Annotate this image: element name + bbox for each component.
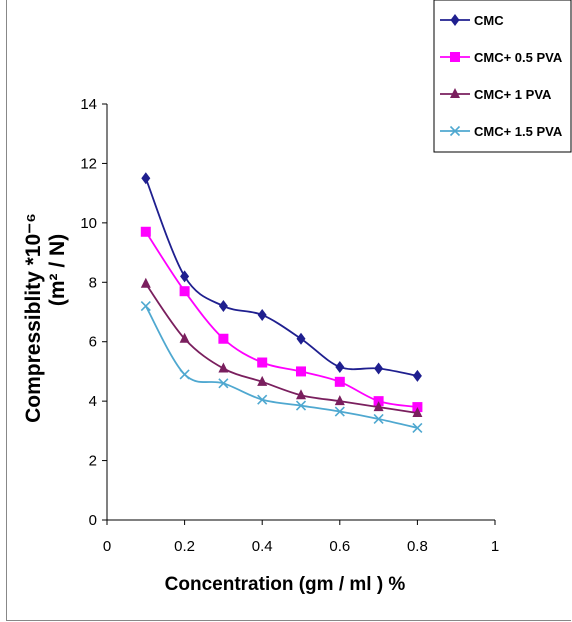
y-tick-label: 0: [89, 512, 97, 529]
legend-label: CMC+ 1.5 PVA: [474, 124, 563, 139]
legend-item: CMC+ 0.5 PVA: [440, 50, 563, 65]
legend-item: CMC: [440, 13, 504, 28]
legend-marker: [450, 88, 460, 98]
data-point: [257, 394, 268, 405]
data-point: [141, 172, 151, 185]
axes: [106, 104, 495, 521]
data-point: [257, 308, 267, 321]
data-point: [296, 366, 306, 377]
chart-frame: [6, 0, 571, 621]
y-axis-ticks: 0 2 4 6 8 10 12 14: [80, 96, 107, 529]
data-point: [412, 369, 422, 382]
x-axis-ticks: 0 0.2 0.4 0.6 0.8 1: [103, 520, 499, 555]
x-tick-label: 1: [491, 538, 499, 555]
legend-box: [433, 0, 572, 153]
x-tick-label: 0.8: [407, 538, 428, 555]
data-point: [218, 333, 229, 344]
x-tick-label: 0: [103, 538, 111, 555]
data-point: [140, 300, 151, 312]
legend-marker: [449, 125, 461, 137]
data-point: [296, 332, 306, 345]
data-point: [412, 407, 423, 418]
data-point: [334, 395, 345, 406]
data-point: [218, 362, 229, 373]
data-point: [335, 360, 345, 373]
x-axis-title: Concentration (gm / ml ) %: [165, 574, 406, 595]
legend-marker: [450, 52, 460, 62]
y-tick-label: 8: [89, 274, 97, 291]
y-axis-unit: (m² / N): [46, 234, 69, 306]
series-line: [145, 283, 418, 414]
legend-label: CMC: [474, 13, 504, 28]
series-3: [140, 277, 423, 418]
data-point: [140, 277, 151, 288]
y-tick-label: 4: [89, 393, 97, 410]
y-tick-label: 2: [89, 453, 97, 470]
data-point: [412, 422, 423, 433]
x-tick-label: 0.6: [329, 538, 350, 555]
x-tick-label: 0.4: [252, 538, 273, 555]
series-4: [140, 300, 423, 433]
data-point: [295, 400, 307, 411]
legend-label: CMC+ 0.5 PVA: [474, 50, 563, 65]
data-point: [257, 375, 268, 386]
series-1: [141, 172, 422, 382]
series-2: [140, 226, 423, 413]
data-point: [140, 226, 151, 237]
x-tick-label: 0.2: [174, 538, 195, 555]
legend-item: CMC+ 1.5 PVA: [440, 124, 563, 139]
data-point: [218, 300, 228, 313]
y-tick-label: 6: [89, 334, 97, 351]
data-point: [334, 376, 345, 387]
data-point: [334, 406, 345, 417]
legend: CMC CMC+ 0.5 PVA CMC+ 1 PVA CMC+ 1.5 PVA: [433, 0, 572, 153]
legend-marker: [450, 14, 460, 26]
data-point: [180, 270, 190, 283]
data-point: [374, 362, 384, 375]
data-point: [179, 332, 190, 343]
data-point: [179, 369, 190, 380]
y-tick-label: 12: [80, 155, 97, 172]
data-point: [179, 286, 190, 297]
data-point: [218, 378, 229, 389]
y-axis-title: Compressiblity *10⁻⁶: [22, 213, 45, 423]
series-layer: [140, 172, 423, 433]
data-point: [373, 401, 384, 412]
series-line: [145, 231, 418, 408]
data-point: [257, 357, 268, 368]
y-tick-label: 14: [80, 96, 97, 113]
y-tick-label: 10: [80, 215, 97, 232]
legend-label: CMC+ 1 PVA: [474, 87, 552, 102]
data-point: [296, 389, 306, 400]
data-point: [373, 413, 384, 425]
legend-item: CMC+ 1 PVA: [440, 87, 552, 102]
